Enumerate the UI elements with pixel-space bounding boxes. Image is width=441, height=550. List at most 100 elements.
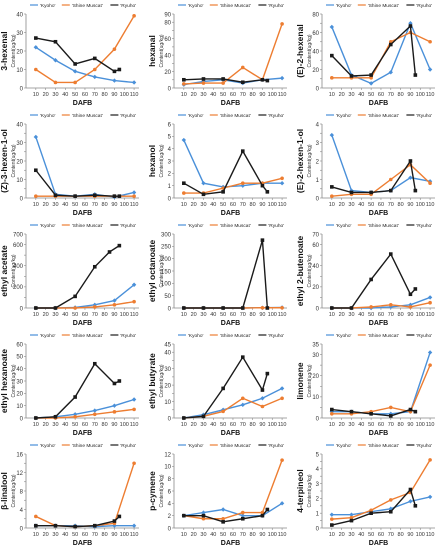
y-tick-label: 4 — [316, 467, 320, 473]
data-point — [112, 69, 117, 74]
x-axis-label: DAFB — [73, 320, 92, 327]
x-tick-label: 100 — [120, 92, 129, 98]
y-tick-label: 20 — [164, 383, 171, 389]
legend-entry: 'Kyoho' — [188, 113, 204, 119]
y-axis-label: β-linalool — [0, 472, 9, 510]
x-tick-label: 20 — [339, 202, 345, 208]
data-point — [388, 177, 393, 182]
x-tick-label: 90 — [111, 422, 117, 428]
x-tick-label: 30 — [52, 312, 58, 318]
legend-entry: 'Ryuho' — [268, 223, 284, 229]
x-tick-label: 20 — [339, 92, 345, 98]
x-tick-label: 80 — [102, 532, 108, 538]
chart-legend: 'Kyoho' 'Shine Muscat' 'Ryuho' — [30, 333, 136, 339]
x-tick-label: 10 — [329, 422, 335, 428]
data-point — [280, 176, 284, 181]
legend-entry: 'Kyoho' — [336, 443, 352, 449]
data-point — [427, 295, 433, 300]
data-point — [265, 190, 270, 194]
data-point — [408, 407, 413, 412]
y-tick-label: 8 — [168, 477, 172, 483]
x-tick-label: 80 — [102, 312, 108, 318]
chart-legend: 'Kyoho' 'Shine Muscat' 'Ryuho' — [326, 333, 432, 339]
data-point — [260, 513, 265, 518]
x-axis-label: DAFB — [73, 430, 92, 437]
data-point — [413, 409, 418, 414]
data-point — [73, 524, 77, 529]
y-tick-label: 700 — [13, 232, 24, 238]
series-line — [183, 149, 268, 196]
x-axis-label: DAFB — [221, 540, 240, 547]
x-tick-label: 70 — [388, 202, 394, 208]
data-point — [131, 523, 137, 528]
data-point — [240, 396, 245, 401]
x-tick-label: 50 — [368, 422, 374, 428]
data-point — [182, 82, 186, 86]
x-tick-label: 60 — [82, 312, 88, 318]
x-tick-label: 70 — [240, 202, 246, 208]
y-axis-label: hexanol — [147, 145, 157, 177]
y-tick-label: 1 — [168, 184, 172, 190]
x-tick-label: 90 — [259, 312, 265, 318]
legend-entry: 'Shine Muscat' — [220, 3, 251, 9]
chart-legend: 'Kyoho' 'Shine Muscat' 'Ryuho' — [30, 223, 136, 229]
data-point — [131, 397, 137, 402]
y-axis-unit: Content(ug/kg) — [159, 474, 165, 507]
x-tick-label: 80 — [398, 422, 404, 428]
data-point — [53, 306, 58, 310]
data-point — [132, 194, 136, 198]
y-axis-label: ethyl hexanoate — [0, 349, 9, 414]
legend-entry: 'Kyoho' — [336, 3, 352, 9]
x-tick-label: 40 — [210, 312, 216, 318]
data-point — [240, 80, 245, 85]
y-tick-label: 40 — [164, 53, 171, 59]
x-tick-label: 70 — [388, 532, 394, 538]
x-tick-label: 90 — [111, 532, 117, 538]
data-point — [92, 67, 97, 72]
data-point — [388, 509, 393, 514]
y-tick-label: 0 — [168, 416, 172, 422]
data-point — [330, 76, 334, 80]
y-tick-label: 20 — [312, 68, 319, 74]
y-tick-label: 0 — [316, 526, 320, 532]
x-tick-label: 60 — [378, 422, 384, 428]
data-point — [330, 411, 334, 416]
legend-entry: 'Kyoho' — [336, 113, 352, 119]
x-tick-label: 20 — [191, 532, 197, 538]
y-axis-label: ethyl 2-butenoate — [295, 236, 305, 307]
x-tick-label: 50 — [72, 422, 78, 428]
x-tick-label: 10 — [181, 532, 187, 538]
x-axis-label: DAFB — [369, 210, 388, 217]
y-tick-label: 40 — [16, 122, 23, 128]
data-point — [53, 193, 58, 198]
x-tick-label: 30 — [348, 92, 354, 98]
legend-entry: 'Ryuho' — [120, 223, 136, 229]
y-tick-label: 30 — [312, 353, 319, 359]
data-point — [201, 516, 206, 521]
data-point — [388, 70, 393, 75]
data-point — [369, 277, 373, 282]
data-point — [260, 77, 265, 82]
series-line — [331, 159, 417, 194]
data-point — [117, 379, 122, 383]
data-point — [349, 518, 354, 523]
y-axis-unit: Content(ug/kg) — [11, 364, 17, 397]
y-tick-label: 0 — [20, 306, 24, 312]
y-tick-label: 0 — [316, 306, 320, 312]
series-line — [35, 46, 135, 84]
series-line — [183, 355, 269, 419]
x-tick-label: 60 — [82, 532, 88, 538]
data-point — [240, 306, 245, 310]
x-tick-label: 100 — [268, 202, 277, 208]
x-tick-label: 100 — [120, 202, 129, 208]
data-point — [201, 414, 206, 419]
data-point — [428, 39, 432, 44]
data-point — [408, 24, 413, 28]
legend-entry: 'Shine Muscat' — [368, 113, 399, 119]
legend-entry: 'Kyoho' — [40, 443, 56, 449]
x-tick-label: 10 — [33, 92, 39, 98]
x-axis-label: DAFB — [221, 320, 240, 327]
